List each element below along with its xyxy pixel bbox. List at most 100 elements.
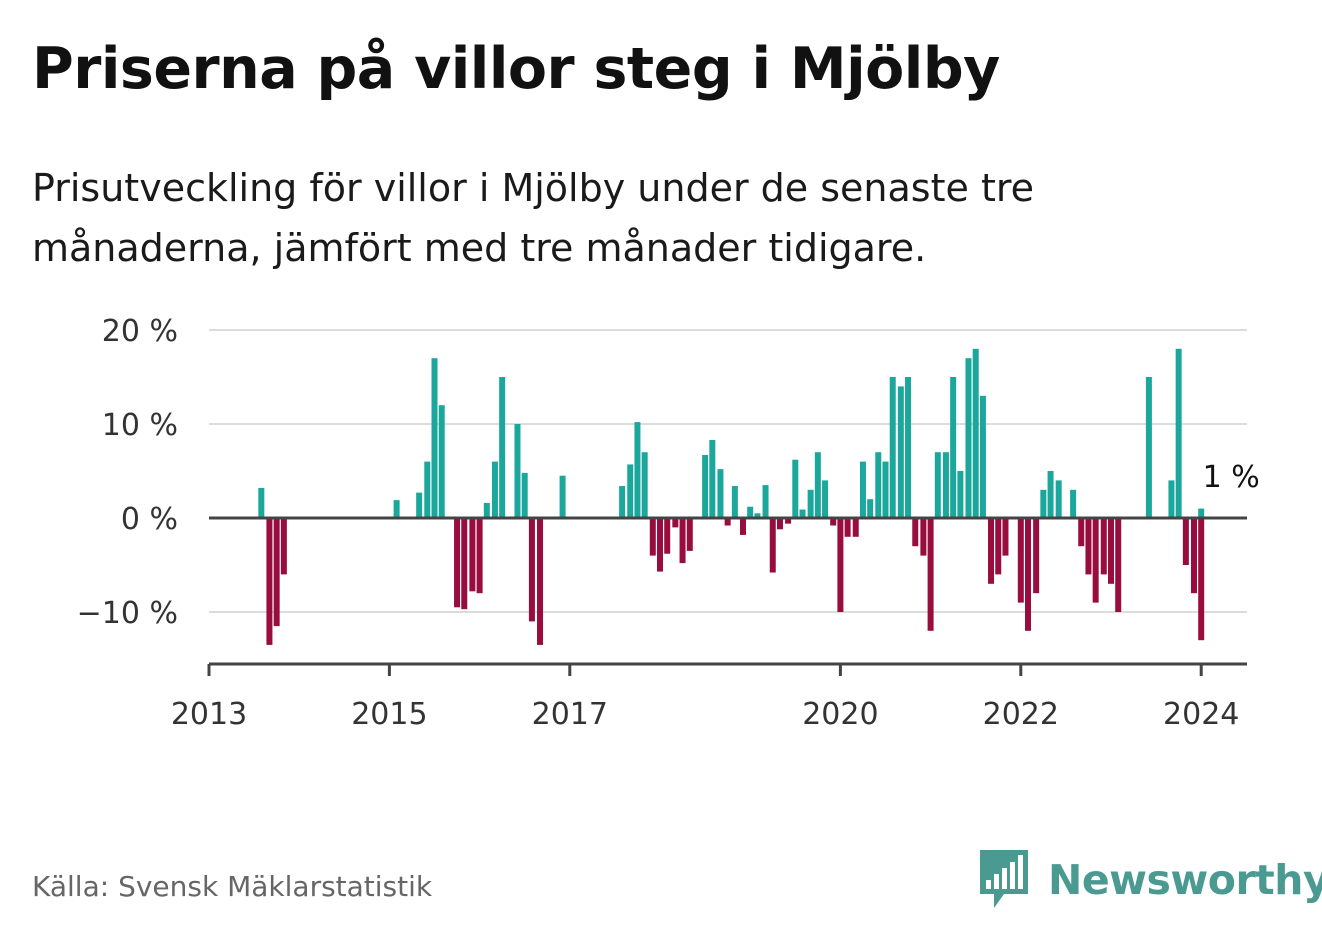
bar xyxy=(431,358,438,518)
bar xyxy=(814,452,821,518)
bar xyxy=(1085,518,1092,575)
bar xyxy=(717,469,724,518)
x-tick-label: 2024 xyxy=(1163,697,1239,732)
bar xyxy=(1055,480,1062,518)
bar xyxy=(1070,489,1077,518)
source-note: Källa: Svensk Mäklarstatistik xyxy=(32,870,433,903)
bar xyxy=(1040,489,1047,518)
bar xyxy=(619,486,626,518)
axes xyxy=(207,516,1247,676)
bar xyxy=(837,518,844,612)
bar xyxy=(1182,518,1189,565)
bar xyxy=(920,518,927,556)
bar xyxy=(792,459,799,518)
bar xyxy=(852,518,859,537)
bar xyxy=(499,377,506,518)
bar xyxy=(1190,518,1197,594)
bar xyxy=(762,485,769,518)
bar xyxy=(634,422,641,518)
bar xyxy=(950,377,957,518)
bar xyxy=(1002,518,1009,556)
bar xyxy=(469,518,476,592)
brand-name: Newsworthy xyxy=(1048,856,1322,904)
x-tick-label: 2020 xyxy=(802,697,878,732)
bar xyxy=(1145,377,1152,518)
bar xyxy=(393,500,400,518)
x-tick-label: 2022 xyxy=(983,697,1059,732)
bar xyxy=(679,518,686,564)
bar xyxy=(521,472,528,518)
bars xyxy=(258,348,1205,645)
bar xyxy=(889,377,896,518)
bar xyxy=(627,464,634,518)
bar xyxy=(686,518,693,551)
bar xyxy=(483,502,490,518)
x-tick-label: 2015 xyxy=(351,697,427,732)
bar xyxy=(649,518,656,556)
bar xyxy=(912,518,919,547)
bar xyxy=(979,395,986,518)
bar xyxy=(1078,518,1085,547)
bar xyxy=(942,452,949,518)
bar xyxy=(844,518,851,537)
bar xyxy=(807,489,814,518)
bar xyxy=(799,509,806,518)
chart-subtitle: Prisutveckling för villor i Mjölby under… xyxy=(32,166,1035,270)
bar xyxy=(785,518,792,524)
bar xyxy=(957,471,964,518)
bar xyxy=(672,518,679,528)
bar xyxy=(1168,480,1175,518)
y-tick-label: 20 % xyxy=(102,314,178,349)
bar xyxy=(438,405,445,518)
bar xyxy=(776,518,783,530)
bar xyxy=(709,439,716,518)
tick-labels: 20 % 10 % 0 % −10 % 2013 2015 2017 2020 2022 2024… xyxy=(77,314,1263,732)
bar xyxy=(1198,508,1205,518)
bar xyxy=(905,377,912,518)
bar xyxy=(875,452,882,518)
bar xyxy=(859,461,866,518)
bar xyxy=(528,518,535,622)
bar xyxy=(724,518,731,526)
gridlines xyxy=(209,329,1247,613)
bar xyxy=(934,452,941,518)
bar xyxy=(454,518,461,608)
bar xyxy=(1033,518,1040,594)
x-tick-label: 2013 xyxy=(171,697,247,732)
bar xyxy=(988,518,995,584)
bar xyxy=(882,461,889,518)
bar xyxy=(1198,518,1205,641)
bar xyxy=(1115,518,1122,612)
newsworthy-logo-icon xyxy=(980,850,1028,908)
bar xyxy=(995,518,1002,575)
bar xyxy=(747,506,754,518)
bar xyxy=(1108,518,1114,584)
bar xyxy=(1175,348,1182,518)
bar xyxy=(927,518,934,631)
bar xyxy=(1047,471,1054,518)
bar xyxy=(1100,518,1107,575)
bar xyxy=(965,358,972,518)
bar xyxy=(702,455,709,518)
bar xyxy=(897,386,904,518)
newsworthy-logo: Newsworthy xyxy=(980,850,1322,910)
bar xyxy=(424,461,431,518)
y-tick-label: −10 % xyxy=(77,596,178,631)
bar xyxy=(830,518,837,526)
bar-chart: 20 % 10 % 0 % −10 % 2013 2015 2017 2020 2022 2024… xyxy=(76,314,1263,732)
bar xyxy=(769,518,776,573)
chart-title: Priserna på villor steg i Mjölby xyxy=(32,36,1000,102)
bar xyxy=(664,518,671,554)
bar xyxy=(822,480,829,518)
y-tick-label: 10 % xyxy=(102,408,178,443)
bar xyxy=(972,348,979,518)
bar xyxy=(731,486,738,518)
bar xyxy=(491,461,498,518)
bar xyxy=(476,518,483,594)
bar xyxy=(537,518,544,645)
bar xyxy=(754,513,761,518)
bar xyxy=(266,518,273,645)
bar xyxy=(1025,518,1032,631)
bar xyxy=(258,487,265,518)
bar xyxy=(867,499,874,518)
